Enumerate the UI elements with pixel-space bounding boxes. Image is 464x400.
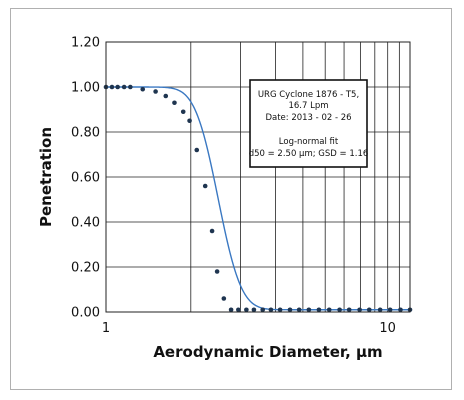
data-point bbox=[109, 84, 115, 90]
annotation-rect bbox=[249, 79, 368, 168]
plot-border bbox=[105, 41, 411, 313]
data-point bbox=[306, 307, 312, 313]
data-point bbox=[209, 228, 215, 234]
data-point bbox=[377, 307, 383, 313]
x-axis-label: Aerodynamic Diameter, µm bbox=[153, 343, 382, 361]
y-axis-label: Penetration bbox=[37, 127, 55, 227]
data-points bbox=[103, 84, 413, 313]
data-point bbox=[251, 307, 257, 313]
data-point bbox=[140, 86, 146, 92]
tick-labels: 0.00 0.20 0.40 0.60 0.80 1.00 1.20 1 10 bbox=[71, 36, 396, 337]
data-point bbox=[387, 307, 393, 313]
data-point bbox=[346, 307, 352, 313]
data-point bbox=[357, 307, 362, 313]
data-point bbox=[180, 109, 186, 115]
y-tick-label: 0.60 bbox=[71, 171, 100, 186]
data-point bbox=[172, 100, 177, 106]
x-tick-label: 1 bbox=[102, 321, 110, 336]
annotation-line-2: 16.7 Lpm bbox=[288, 101, 328, 111]
y-tick-label: 0.80 bbox=[71, 126, 100, 141]
data-point bbox=[260, 307, 266, 313]
y-tick-label: 0.20 bbox=[71, 261, 100, 276]
x-tick-label: 10 bbox=[379, 321, 396, 336]
data-point bbox=[128, 84, 133, 90]
annotation-line-6: d50 = 2.50 µm; GSD = 1.16 bbox=[249, 149, 369, 159]
data-point bbox=[194, 147, 200, 153]
y-tick-label: 0.00 bbox=[71, 306, 100, 321]
data-point bbox=[316, 307, 322, 313]
data-point bbox=[296, 307, 302, 313]
data-point bbox=[398, 307, 403, 313]
data-point bbox=[244, 307, 249, 313]
data-point bbox=[187, 118, 192, 124]
data-point bbox=[337, 307, 342, 313]
chart-frame bbox=[10, 8, 452, 390]
annotation-line-1: URG Cyclone 1876 - T5, bbox=[258, 90, 359, 100]
y-tick-label: 0.40 bbox=[71, 216, 100, 231]
data-point bbox=[287, 307, 293, 313]
annotation-line-5: Log-normal fit bbox=[279, 137, 339, 147]
data-point bbox=[277, 307, 283, 313]
data-point bbox=[268, 307, 274, 313]
data-point bbox=[153, 89, 158, 94]
data-point bbox=[228, 307, 234, 313]
y-tick-label: 1.20 bbox=[71, 36, 100, 51]
annotation-line-3: Date: 2013 - 02 - 26 bbox=[265, 113, 351, 123]
data-point bbox=[221, 296, 227, 301]
data-point bbox=[115, 84, 120, 90]
data-point bbox=[214, 269, 220, 274]
data-point bbox=[163, 93, 169, 99]
data-point bbox=[121, 84, 127, 90]
data-point bbox=[202, 183, 208, 189]
data-point bbox=[366, 307, 372, 313]
data-point bbox=[236, 307, 241, 313]
data-point bbox=[326, 307, 332, 313]
annotation-box: URG Cyclone 1876 - T5, 16.7 Lpm Date: 20… bbox=[249, 79, 369, 168]
y-tick-label: 1.00 bbox=[71, 81, 100, 96]
